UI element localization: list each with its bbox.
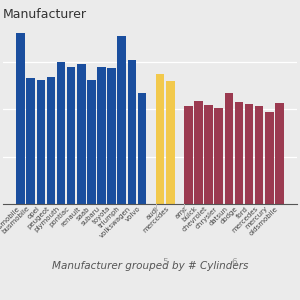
Bar <box>224 93 233 204</box>
Bar <box>275 103 284 204</box>
Text: Manufacturer: Manufacturer <box>3 8 87 21</box>
Bar <box>47 77 55 204</box>
Bar <box>97 67 106 204</box>
Bar <box>37 80 45 204</box>
Bar <box>77 64 86 204</box>
Bar <box>67 67 76 204</box>
Bar <box>26 79 35 204</box>
Bar <box>117 36 126 204</box>
Bar <box>166 81 175 204</box>
Bar <box>245 103 253 204</box>
Bar <box>265 112 274 204</box>
Text: 5: 5 <box>162 258 168 267</box>
Bar <box>204 104 213 204</box>
Text: 6: 6 <box>231 258 237 267</box>
Bar <box>235 102 243 204</box>
Bar <box>184 106 193 204</box>
Bar <box>87 80 96 204</box>
Bar <box>138 93 146 204</box>
Bar <box>194 101 203 204</box>
X-axis label: Manufacturer grouped by # Cylinders: Manufacturer grouped by # Cylinders <box>52 261 248 271</box>
Bar <box>57 62 65 204</box>
Bar <box>16 34 25 204</box>
Bar <box>128 59 136 204</box>
Bar <box>107 68 116 204</box>
Bar <box>214 108 223 204</box>
Bar <box>255 106 263 204</box>
Bar <box>156 74 164 204</box>
